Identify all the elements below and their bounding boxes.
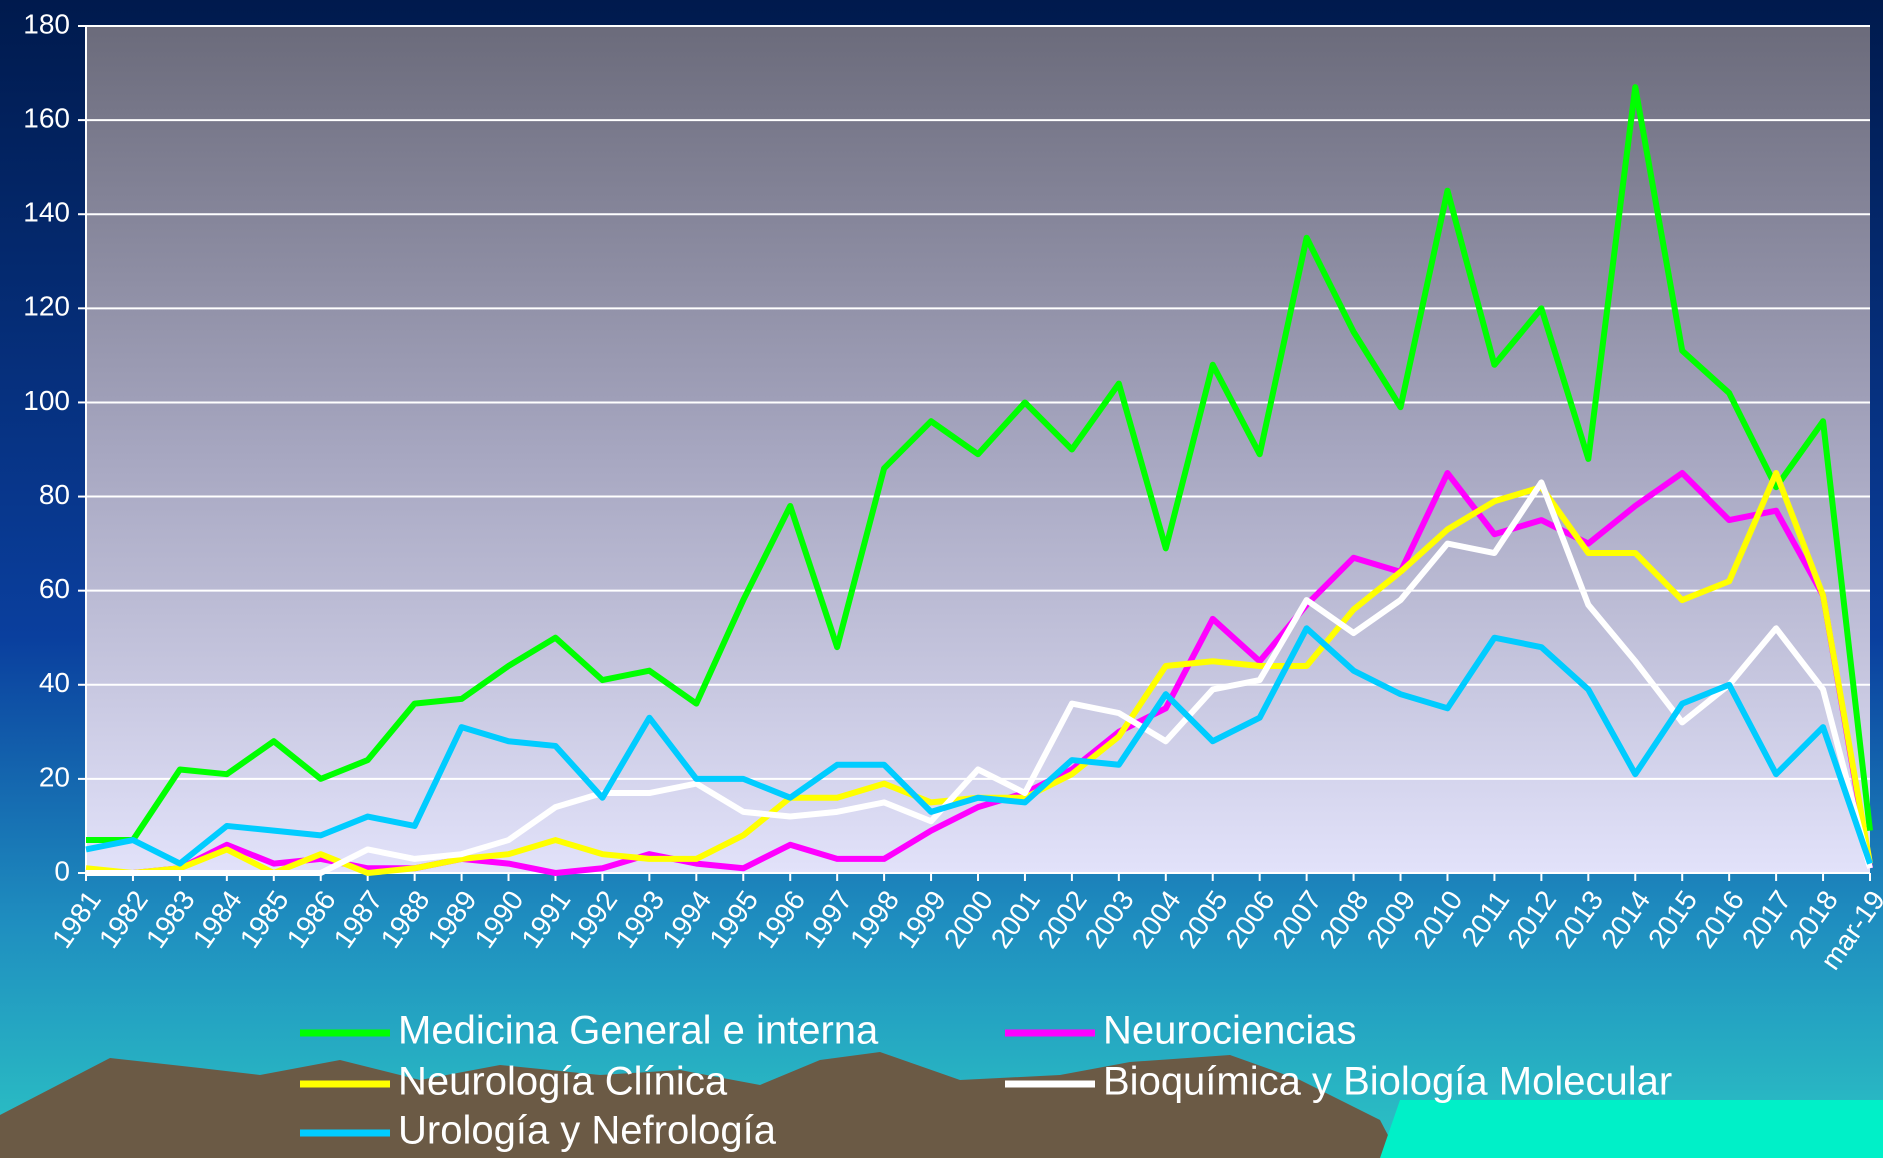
legend-label: Medicina General e interna	[398, 1009, 879, 1053]
series-line	[86, 479, 1873, 876]
series-line	[86, 84, 1873, 844]
y-tick-label: 20	[39, 761, 70, 792]
y-tick-label: 60	[39, 573, 70, 604]
y-tick-label: 80	[39, 479, 70, 510]
y-tick-label: 100	[23, 385, 70, 416]
y-tick-label: 120	[23, 291, 70, 322]
y-tick-label: 40	[39, 667, 70, 698]
y-tick-label: 140	[23, 197, 70, 228]
y-tick-label: 160	[23, 103, 70, 134]
y-tick-label: 0	[54, 855, 70, 886]
legend-label: Neurología Clínica	[398, 1060, 728, 1104]
legend-label: Urología y Nefrología	[398, 1109, 777, 1153]
legend-label: Bioquímica y Biología Molecular	[1103, 1060, 1672, 1104]
plot-area	[86, 26, 1870, 873]
y-tick-label: 180	[23, 8, 70, 39]
decoration	[1380, 1100, 1883, 1158]
legend-label: Neurociencias	[1103, 1009, 1356, 1053]
series-line	[85, 625, 1873, 867]
